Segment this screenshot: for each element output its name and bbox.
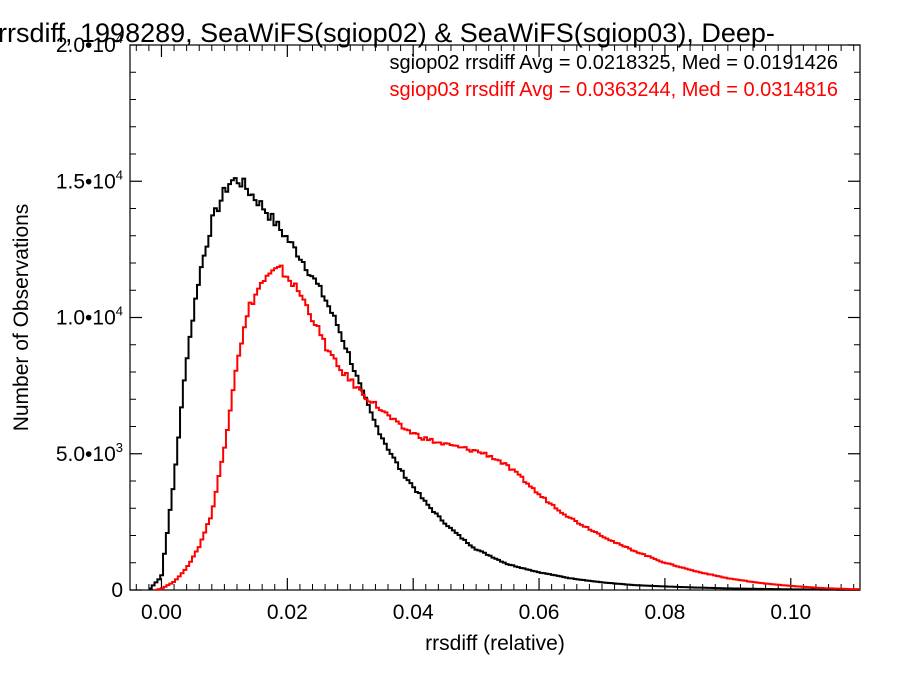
y-tick-label: 0 bbox=[111, 579, 123, 602]
x-tick-label: 0.10 bbox=[770, 601, 811, 624]
legend-entry-sgiop02: sgiop02 rrsdiff Avg = 0.0218325, Med = 0… bbox=[390, 52, 839, 74]
y-tick-label: 5.0•103 bbox=[56, 440, 123, 466]
x-axis-label: rrsdiff (relative) bbox=[425, 632, 565, 655]
series-line-0 bbox=[148, 177, 860, 591]
x-tick-label: 0.00 bbox=[141, 601, 182, 624]
legend-entry-sgiop03: sgiop03 rrsdiff Avg = 0.0363244, Med = 0… bbox=[390, 79, 839, 101]
x-tick-label: 0.08 bbox=[644, 601, 685, 624]
x-tick-label: 0.02 bbox=[267, 601, 308, 624]
x-tick-label: 0.06 bbox=[519, 601, 560, 624]
y-tick-label: 2.0•104 bbox=[56, 31, 123, 57]
y-axis-label: Number of Observations bbox=[10, 204, 33, 432]
y-tick-label: 1.5•104 bbox=[56, 167, 123, 193]
chart-title: rrsdiff, 1998289, SeaWiFS(sgiop02) & Sea… bbox=[0, 18, 775, 48]
plot-frame bbox=[129, 44, 861, 591]
y-axis-ticks: 0 5.0•103 1.0•104 1.5•104 2.0•104 bbox=[56, 31, 860, 602]
series-line-1 bbox=[155, 264, 860, 591]
y-tick-label: 1.0•104 bbox=[56, 304, 123, 330]
series-lines bbox=[148, 177, 860, 591]
x-axis-ticks: 0.00 0.02 0.04 0.06 0.08 0.10 bbox=[135, 45, 855, 624]
x-tick-label: 0.04 bbox=[393, 601, 434, 624]
